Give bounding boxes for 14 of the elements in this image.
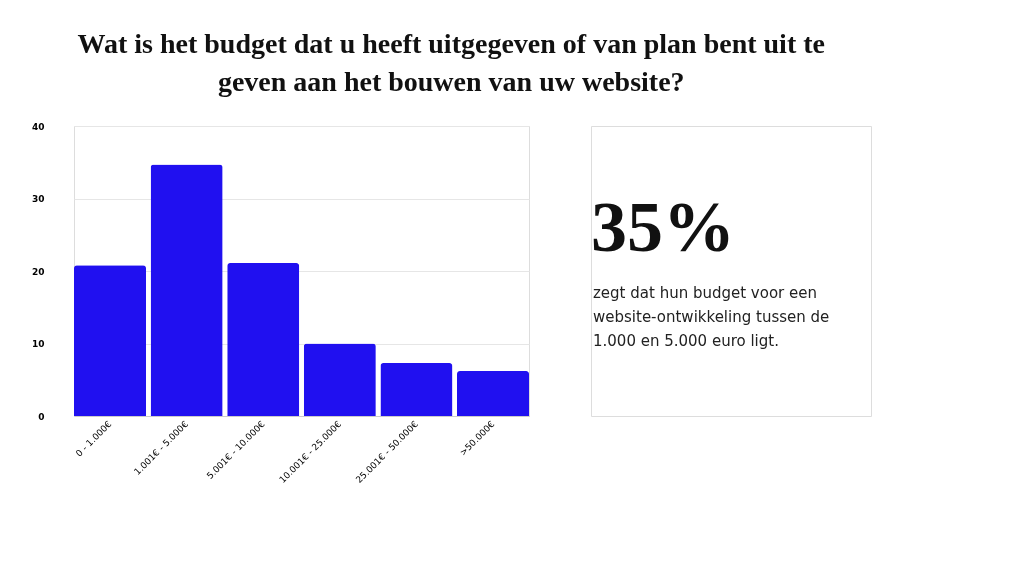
y-tick-label: 30 [31,194,45,204]
bar [457,371,529,416]
y-tick-label: 0 [38,411,45,422]
y-tick-label: 40 [31,121,45,132]
bar [74,265,146,416]
chart-title: Wat is het budget dat u heeft uitgegeven of van plan bent uit te geven aan het bouwen van uw website? [77,27,825,97]
y-tick-label: 20 [31,266,45,277]
bar [380,363,453,416]
bar [303,343,376,416]
y-tick-label: 10 [31,339,45,349]
bar [227,263,300,416]
text: zegt dat hun budget voor een website-ontwikkeling tussen de 1.000 en 5.000 euro ligt. [593,284,830,350]
text: 35% [591,187,735,267]
bar [150,164,223,416]
